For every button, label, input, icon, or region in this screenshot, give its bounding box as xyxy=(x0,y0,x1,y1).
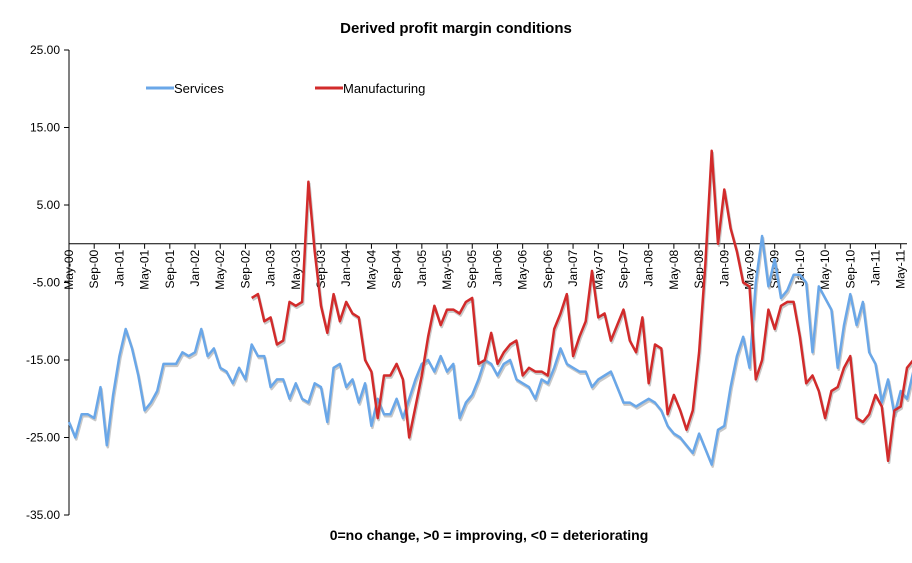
x-tick-label: May-06 xyxy=(516,249,530,289)
x-tick-label: Jan-04 xyxy=(339,249,353,286)
x-tick-label: Sep-04 xyxy=(390,249,404,288)
x-tick-label: Sep-08 xyxy=(692,249,706,288)
x-tick-label: Jan-08 xyxy=(642,249,656,286)
x-tick-label: Jan-03 xyxy=(264,249,278,286)
series-line-services xyxy=(67,234,912,466)
y-tick-label: -5.00 xyxy=(33,276,61,290)
x-tick-label: Sep-07 xyxy=(616,249,630,288)
y-tick-label: -25.00 xyxy=(26,431,60,445)
legend: Services Manufacturing xyxy=(146,81,425,96)
x-tick-label: Jan-06 xyxy=(490,249,504,286)
x-tick-label: May-01 xyxy=(138,249,152,289)
x-tick-label: Sep-10 xyxy=(843,249,857,288)
y-tick-label: -35.00 xyxy=(26,508,60,522)
x-tick-label: Sep-06 xyxy=(541,249,555,288)
y-tick-label: 15.00 xyxy=(30,121,60,135)
y-tick-label: -15.00 xyxy=(26,353,60,367)
x-tick-label: Sep-05 xyxy=(465,249,479,288)
x-tick-label: May-02 xyxy=(213,249,227,289)
series-lines xyxy=(67,149,912,468)
series-line-manufacturing xyxy=(251,149,912,463)
x-tick-label: Jan-11 xyxy=(868,249,882,285)
x-tick-label: May-10 xyxy=(818,249,832,289)
x-tick-label: Jan-09 xyxy=(717,249,731,286)
x-tick-label: May-09 xyxy=(742,249,756,289)
x-tick-label: Jan-07 xyxy=(566,249,580,286)
series-shadow-manufacturing xyxy=(252,151,912,465)
x-axis-ticks: May-00 Sep-00 Jan-01 May-01 Sep-01 Jan-02 May-… xyxy=(62,243,908,290)
x-tick-label: May-00 xyxy=(62,249,76,289)
chart-note: 0=no change, >0 = improving, <0 = deteri… xyxy=(330,527,649,543)
legend-label-services: Services xyxy=(174,81,224,96)
x-tick-label: May-08 xyxy=(667,249,681,289)
x-tick-label: May-04 xyxy=(364,249,378,289)
x-tick-label: Jan-05 xyxy=(415,249,429,286)
x-tick-label: Sep-02 xyxy=(238,249,252,288)
y-tick-label: 5.00 xyxy=(37,198,61,212)
chart-title: Derived profit margin conditions xyxy=(340,20,572,37)
x-tick-label: May-03 xyxy=(289,249,303,289)
legend-label-manufacturing: Manufacturing xyxy=(343,81,425,96)
y-tick-label: 25.00 xyxy=(30,43,60,57)
x-tick-label: Jan-01 xyxy=(112,249,126,286)
x-tick-label: Sep-00 xyxy=(87,249,101,288)
x-tick-label: May-05 xyxy=(440,249,454,289)
x-tick-label: May-11 xyxy=(894,249,908,288)
y-axis-ticks: 25.00 15.00 5.00 -5.00 -15.00 -25.00 -35.00 xyxy=(26,43,69,522)
x-tick-label: Jan-02 xyxy=(188,249,202,286)
x-tick-label: Sep-01 xyxy=(163,249,177,288)
